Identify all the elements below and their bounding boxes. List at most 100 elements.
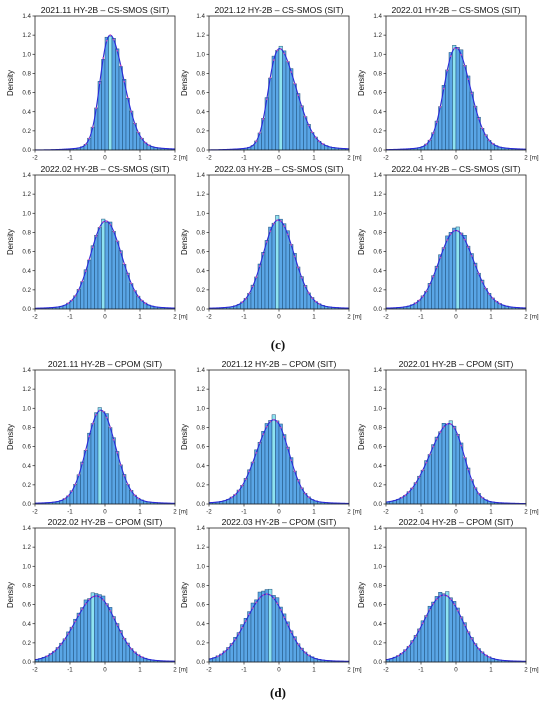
kde-marker [255, 451, 258, 454]
histogram-bar [278, 45, 283, 151]
kde-marker [116, 451, 119, 454]
x-tick-label: -2 [206, 155, 212, 162]
x-tick-label: -2 [383, 667, 389, 674]
y-tick-label: 1.0 [22, 563, 31, 570]
y-tick-label: 0.4 [373, 268, 382, 275]
histogram-bar [271, 222, 276, 310]
histogram-bar [87, 259, 92, 310]
x-tick-label: 0 [103, 155, 107, 162]
histogram-bar [268, 588, 273, 663]
kde-curve [34, 34, 176, 151]
x-tick-label: -2 [383, 509, 389, 516]
kde-marker [432, 275, 435, 278]
histogram-bar [104, 413, 109, 505]
kde-marker [283, 616, 286, 619]
kde-marker [481, 280, 484, 283]
x-tick-label: 1 [489, 667, 493, 674]
kde-marker [116, 240, 119, 243]
kde-marker [248, 613, 251, 616]
y-tick-label: 0.6 [196, 444, 205, 451]
histogram-bar [420, 469, 425, 505]
histogram-bar [250, 602, 255, 663]
kde-marker [425, 290, 428, 293]
y-tick-label: 1.0 [373, 210, 382, 217]
kde-marker [488, 656, 491, 659]
histogram-bar [108, 427, 113, 505]
kde-marker [95, 235, 98, 237]
histogram-bar [427, 605, 432, 663]
kde-marker [449, 598, 452, 601]
histogram-bar [83, 599, 88, 663]
y-tick-label: 1.2 [22, 386, 31, 393]
y-tick-label: 0.0 [196, 306, 205, 313]
y-tick-label: 0.2 [196, 287, 205, 294]
kde-marker [77, 614, 80, 617]
x-tick-label: -1 [67, 667, 73, 674]
y-tick-label: 0.6 [196, 602, 205, 609]
kde-marker [477, 117, 480, 120]
kde-marker [77, 474, 80, 477]
kde-marker [300, 648, 303, 651]
kde-marker [98, 409, 101, 412]
kde-marker [439, 256, 442, 259]
y-tick-label: 0.6 [196, 90, 205, 97]
kde-marker [91, 126, 94, 129]
histogram-bar [261, 590, 266, 663]
x-tick-label: 2 [524, 155, 528, 162]
y-tick-label: 0.2 [22, 287, 31, 294]
kde-marker [109, 426, 112, 429]
kde-marker [491, 142, 494, 145]
kde-marker [279, 220, 282, 222]
histogram-bar [97, 594, 102, 663]
x-tick-label: -2 [206, 667, 212, 674]
kde-marker [272, 222, 275, 225]
histogram-bar [466, 631, 471, 663]
x-tick-label: 1 [138, 314, 142, 321]
kde-marker [244, 297, 247, 300]
kde-marker [481, 651, 484, 654]
kde-marker [467, 246, 470, 249]
kde-marker [297, 479, 300, 482]
kde-marker [442, 426, 445, 428]
kde-marker [488, 293, 491, 295]
kde-marker [318, 303, 321, 305]
y-tick-label: 1.2 [196, 191, 205, 198]
kde-marker [220, 653, 223, 656]
x-tick-label: 2 [524, 314, 528, 321]
kde-marker [255, 140, 258, 143]
x-tick-label: -2 [32, 314, 38, 321]
kde-marker [116, 49, 119, 52]
histogram-bar [111, 38, 116, 151]
histogram-bar [90, 592, 95, 663]
y-tick-label: 1.4 [196, 525, 205, 532]
kde-marker [91, 246, 94, 249]
kde-marker [70, 626, 73, 629]
kde-marker [414, 635, 417, 638]
histogram-bar [445, 69, 450, 151]
kde-marker [293, 637, 296, 640]
x-tick-label: 1 [312, 155, 316, 162]
kde-marker [446, 239, 449, 241]
kde-marker [407, 491, 410, 494]
histogram-bar [73, 618, 78, 663]
kde-marker [453, 426, 456, 429]
kde-marker [123, 80, 126, 83]
panel-title: 2022.03 HY-2B – CS-SMOS (SIT) [214, 164, 343, 174]
kde-marker [304, 651, 307, 654]
kde-marker [119, 464, 122, 466]
kde-marker [88, 598, 91, 601]
panel-title: 2022.02 HY-2B – CS-SMOS (SIT) [40, 164, 169, 174]
y-tick-label: 1.4 [373, 525, 382, 532]
x-tick-label: 2 [524, 667, 528, 674]
kde-marker [119, 64, 122, 67]
kde-marker [123, 262, 126, 265]
y-tick-label: 0.0 [196, 659, 205, 666]
kde-marker [439, 595, 442, 597]
kde-marker [470, 479, 473, 481]
y-tick-label: 1.2 [22, 191, 31, 198]
kde-marker [269, 594, 272, 597]
kde-marker [147, 144, 150, 147]
kde-marker [495, 300, 498, 303]
kde-marker [255, 601, 258, 604]
